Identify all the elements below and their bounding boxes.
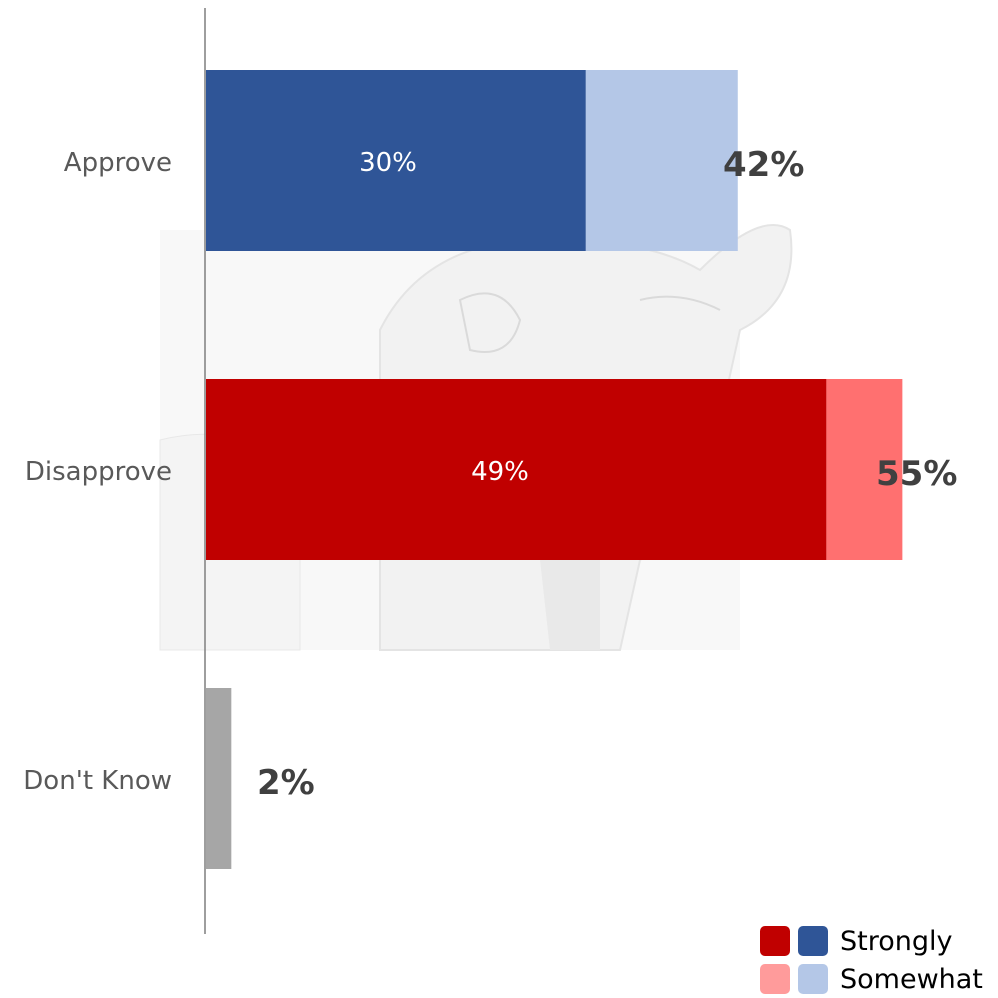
legend-label-strongly: Strongly [840,925,953,957]
bar-disapprove-strongly [206,379,827,560]
data-label-approve-strongly: 30% [359,148,417,178]
legend-item-somewhat: Somewhat [760,960,996,998]
bar-approve-somewhat [585,70,738,251]
legend-swatch-approve-strongly [798,926,828,956]
legend-label-somewhat: Somewhat [840,963,983,995]
data-label-disapprove-strongly: 49% [471,457,529,487]
bar-approve-strongly [206,70,586,251]
legend-swatch-disapprove-strongly [760,926,790,956]
category-label-approve: Approve [64,148,172,178]
bar-don-t-know-strongly [206,688,232,869]
bars-layer [206,70,903,869]
category-label-disapprove: Disapprove [25,457,172,487]
bar-disapprove-somewhat [826,379,903,560]
category-label-dont-know: Don't Know [23,766,172,796]
legend-swatch-disapprove-somewhat [760,964,790,994]
legend-item-strongly: Strongly [760,922,996,960]
legend-swatch-approve-somewhat [798,964,828,994]
total-label-approve: 42% [723,145,804,185]
total-label-dont-know: 2% [257,763,315,803]
total-label-disapprove: 55% [876,454,957,494]
legend: Strongly Somewhat [760,922,996,998]
